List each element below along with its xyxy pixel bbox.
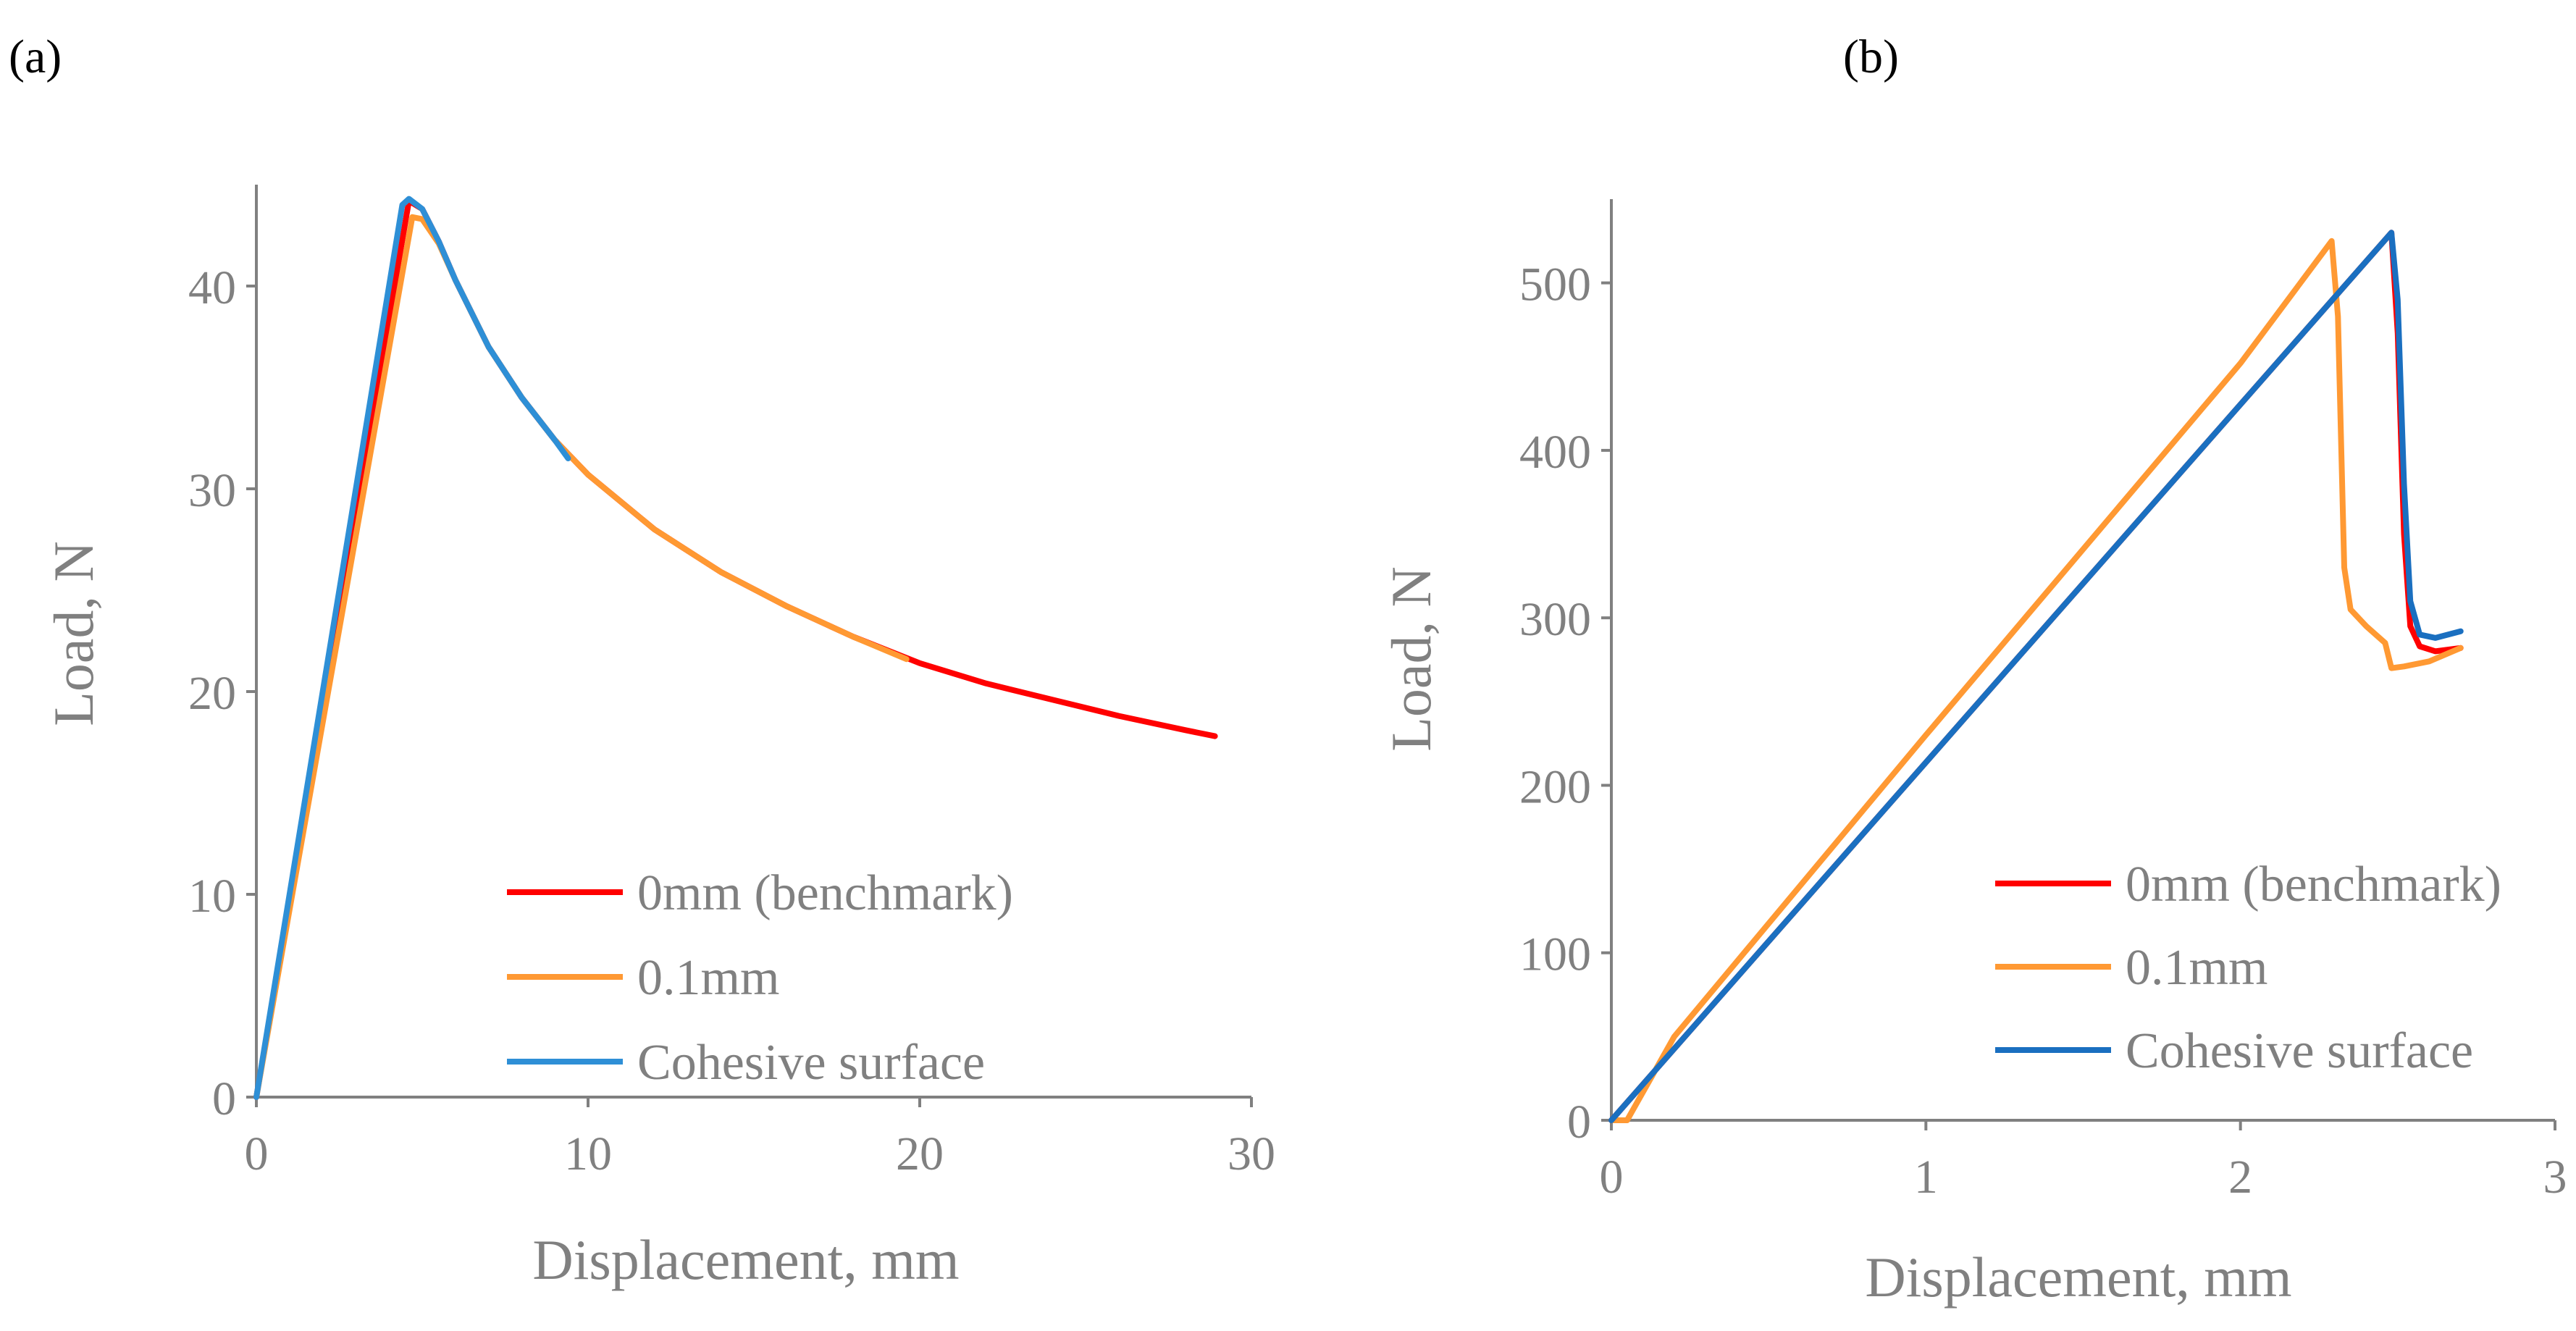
y-tick-label-a: 20 — [188, 667, 236, 720]
x-tick-label-b: 1 — [1914, 1151, 1938, 1204]
y-tick-label-b: 0 — [1567, 1096, 1591, 1149]
y-tick-label-a: 0 — [212, 1072, 236, 1125]
plot-area-b: 0 100 200 300 400 500 0 1 2 3 — [1519, 199, 2567, 1204]
legend-label-b-1: 0mm (benchmark) — [2126, 857, 2501, 912]
legend-label-a-3: Cohesive surface — [637, 1035, 985, 1091]
y-tick-label-b: 300 — [1519, 593, 1591, 646]
series-line-a-2 — [253, 214, 910, 1100]
x-tick-label-a: 20 — [896, 1128, 944, 1180]
legend-label-a-1: 0mm (benchmark) — [637, 865, 1013, 921]
x-axis-label-a: Displacement, mm — [532, 1228, 959, 1291]
y-tick-label-b: 100 — [1519, 928, 1591, 981]
chart-panel-a: (a) Load, N Displacement, mm 0 10 20 30 40 0 1… — [9, 30, 1275, 1291]
panel-label-a: (a) — [9, 30, 62, 83]
series-line-b-3 — [1608, 230, 2464, 1123]
legend-b: 0mm (benchmark) 0.1mm Cohesive surface — [1995, 857, 2501, 1079]
y-axis-label-b: Load, N — [1380, 566, 1443, 752]
panel-label-b: (b) — [1843, 30, 1899, 83]
legend-label-a-2: 0.1mm — [637, 950, 779, 1006]
legend-label-b-2: 0.1mm — [2126, 940, 2267, 996]
series-line-a-3 — [253, 196, 571, 1100]
y-tick-label-a: 40 — [188, 261, 236, 314]
x-tick-label-b: 2 — [2228, 1151, 2252, 1204]
series-line-b-2 — [1608, 238, 2464, 1123]
series-line-b-1 — [1608, 230, 2464, 1123]
chart-panel-b: (b) Load, N Displacement, mm 0 100 200 300 4… — [1380, 30, 2567, 1309]
x-axis-label-b: Displacement, mm — [1865, 1246, 2291, 1309]
y-tick-label-a: 10 — [188, 870, 236, 923]
y-tick-label-b: 200 — [1519, 760, 1591, 813]
plot-area-a: 0 10 20 30 40 0 10 20 30 — [188, 185, 1275, 1180]
x-tick-label-b: 3 — [2543, 1151, 2567, 1204]
x-tick-label-b: 0 — [1600, 1151, 1624, 1204]
y-tick-label-b: 500 — [1519, 259, 1591, 311]
x-tick-label-a: 30 — [1228, 1128, 1275, 1180]
y-axis-label-a: Load, N — [42, 541, 105, 726]
legend-a: 0mm (benchmark) 0.1mm Cohesive surface — [507, 865, 1013, 1091]
y-tick-label-b: 400 — [1519, 426, 1591, 479]
x-tick-label-a: 0 — [245, 1128, 269, 1180]
x-tick-label-a: 10 — [564, 1128, 612, 1180]
legend-label-b-3: Cohesive surface — [2126, 1023, 2473, 1079]
y-tick-label-a: 30 — [188, 464, 236, 517]
